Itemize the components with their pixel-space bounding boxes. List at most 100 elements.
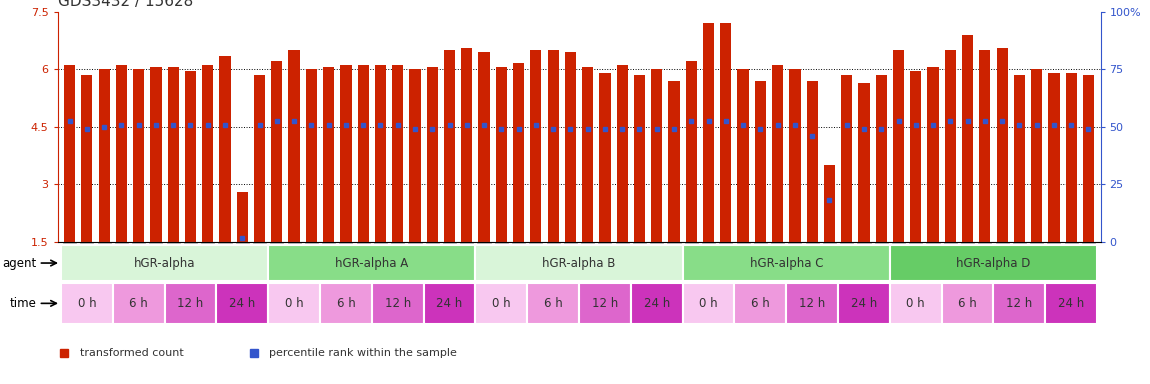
Bar bbox=[1049, 73, 1059, 242]
Bar bbox=[61, 245, 268, 281]
Bar bbox=[806, 81, 818, 242]
Text: 6 h: 6 h bbox=[751, 297, 769, 310]
Bar bbox=[61, 283, 113, 324]
Text: 24 h: 24 h bbox=[644, 297, 669, 310]
Bar bbox=[858, 83, 869, 242]
Text: 12 h: 12 h bbox=[799, 297, 826, 310]
Text: transformed count: transformed count bbox=[79, 348, 183, 358]
Bar bbox=[754, 81, 766, 242]
Bar bbox=[841, 75, 852, 242]
Bar bbox=[444, 50, 455, 242]
Bar bbox=[838, 283, 890, 324]
Text: 24 h: 24 h bbox=[229, 297, 255, 310]
Bar bbox=[890, 245, 1097, 281]
Text: 0 h: 0 h bbox=[699, 297, 718, 310]
Bar bbox=[423, 283, 475, 324]
Bar bbox=[185, 71, 197, 242]
Bar bbox=[530, 50, 542, 242]
Bar bbox=[220, 56, 231, 242]
Bar bbox=[475, 245, 683, 281]
Bar bbox=[737, 69, 749, 242]
Bar bbox=[116, 65, 126, 242]
Text: 0 h: 0 h bbox=[77, 297, 97, 310]
Bar bbox=[735, 283, 787, 324]
Bar bbox=[668, 81, 680, 242]
Bar bbox=[237, 192, 248, 242]
Bar bbox=[340, 65, 352, 242]
Bar bbox=[254, 75, 266, 242]
Bar bbox=[478, 52, 490, 242]
Bar bbox=[268, 283, 320, 324]
Bar bbox=[703, 23, 714, 242]
Bar bbox=[683, 245, 890, 281]
Bar bbox=[1032, 69, 1042, 242]
Bar bbox=[944, 50, 956, 242]
Bar bbox=[910, 71, 921, 242]
Text: 6 h: 6 h bbox=[958, 297, 978, 310]
Bar bbox=[651, 69, 662, 242]
Bar bbox=[392, 65, 404, 242]
Bar bbox=[616, 65, 628, 242]
Text: hGR-alpha C: hGR-alpha C bbox=[750, 257, 823, 270]
Text: 24 h: 24 h bbox=[851, 297, 877, 310]
Bar bbox=[599, 73, 611, 242]
Text: hGR-alpha B: hGR-alpha B bbox=[543, 257, 615, 270]
Bar bbox=[133, 69, 144, 242]
Text: hGR-alpha A: hGR-alpha A bbox=[335, 257, 408, 270]
Bar bbox=[271, 61, 283, 242]
Bar bbox=[789, 69, 800, 242]
Text: hGR-alpha D: hGR-alpha D bbox=[957, 257, 1030, 270]
Text: 12 h: 12 h bbox=[384, 297, 411, 310]
Bar bbox=[323, 67, 335, 242]
Bar bbox=[513, 63, 524, 242]
Bar bbox=[371, 283, 423, 324]
Bar bbox=[113, 283, 164, 324]
Text: 6 h: 6 h bbox=[544, 297, 562, 310]
Text: GDS3432 / 15628: GDS3432 / 15628 bbox=[58, 0, 193, 9]
Bar bbox=[578, 283, 631, 324]
Bar bbox=[1014, 75, 1025, 242]
Text: 0 h: 0 h bbox=[492, 297, 511, 310]
Bar bbox=[582, 67, 593, 242]
Bar bbox=[961, 35, 973, 242]
Bar bbox=[823, 165, 835, 242]
Bar bbox=[320, 283, 371, 324]
Bar bbox=[427, 67, 438, 242]
Bar bbox=[634, 75, 645, 242]
Bar bbox=[202, 65, 214, 242]
Bar bbox=[375, 65, 386, 242]
Bar bbox=[82, 75, 92, 242]
Text: 6 h: 6 h bbox=[129, 297, 148, 310]
Bar bbox=[565, 52, 576, 242]
Text: 24 h: 24 h bbox=[1058, 297, 1084, 310]
Bar bbox=[720, 23, 731, 242]
Bar bbox=[1066, 73, 1076, 242]
Text: 0 h: 0 h bbox=[906, 297, 925, 310]
Bar bbox=[496, 67, 507, 242]
Text: hGR-alpha: hGR-alpha bbox=[133, 257, 196, 270]
Bar bbox=[358, 65, 369, 242]
Bar bbox=[151, 67, 161, 242]
Text: 12 h: 12 h bbox=[592, 297, 618, 310]
Bar bbox=[787, 283, 838, 324]
Bar bbox=[547, 50, 559, 242]
Bar bbox=[216, 283, 268, 324]
Bar bbox=[164, 283, 216, 324]
Text: 0 h: 0 h bbox=[285, 297, 304, 310]
Bar bbox=[890, 283, 942, 324]
Bar bbox=[409, 69, 421, 242]
Bar bbox=[268, 245, 475, 281]
Bar bbox=[892, 50, 904, 242]
Text: 12 h: 12 h bbox=[177, 297, 204, 310]
Text: agent: agent bbox=[2, 257, 37, 270]
Bar bbox=[306, 69, 317, 242]
Bar bbox=[980, 50, 990, 242]
Bar bbox=[289, 50, 300, 242]
Text: percentile rank within the sample: percentile rank within the sample bbox=[269, 348, 458, 358]
Text: time: time bbox=[10, 297, 37, 310]
Bar bbox=[875, 75, 887, 242]
Bar bbox=[997, 48, 1007, 242]
Text: 6 h: 6 h bbox=[337, 297, 355, 310]
Bar bbox=[927, 67, 938, 242]
Text: 12 h: 12 h bbox=[1006, 297, 1033, 310]
